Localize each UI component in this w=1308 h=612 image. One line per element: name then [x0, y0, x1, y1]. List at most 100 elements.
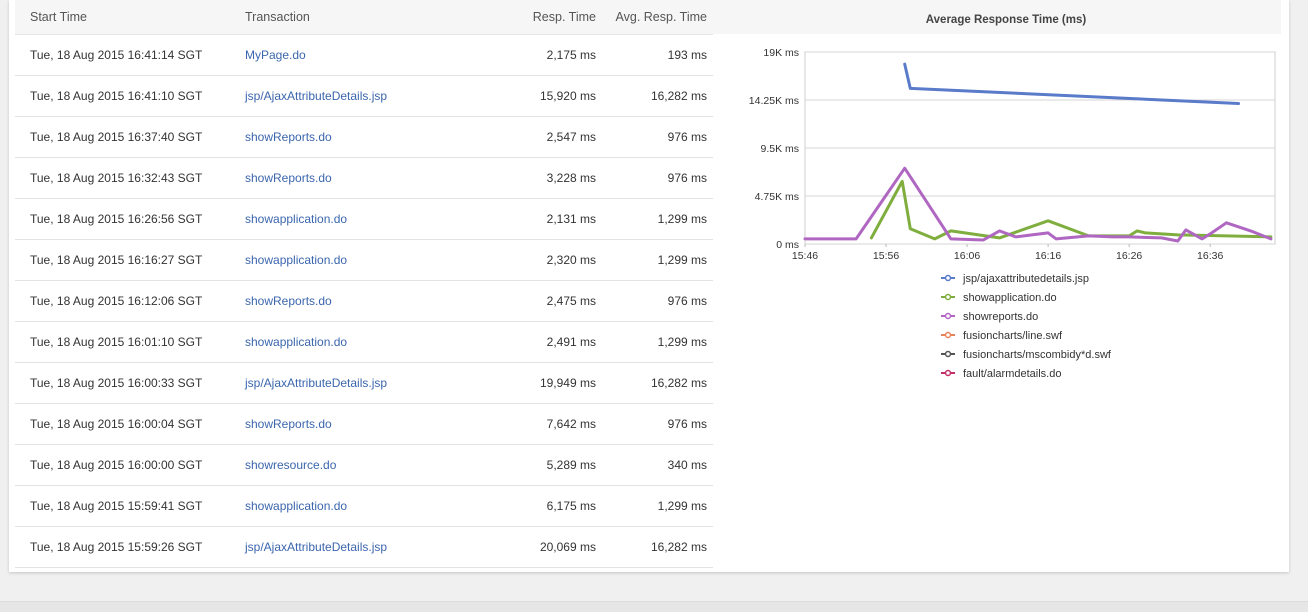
- transaction-link[interactable]: showReports.do: [245, 171, 332, 185]
- transaction-link[interactable]: showresource.do: [245, 458, 337, 472]
- resp-time-cell: 2,547 ms: [546, 130, 596, 144]
- legend-label: fusioncharts/line.swf: [963, 330, 1063, 342]
- legend-item[interactable]: fault/alarmdetails.do: [941, 368, 1061, 380]
- legend-item[interactable]: showreports.do: [941, 311, 1038, 323]
- resp-time-cell: 2,475 ms: [546, 294, 596, 308]
- bottom-strip: [0, 601, 1308, 612]
- response-time-chart: Average Response Time (ms) 19K ms 14.25K …: [749, 14, 1276, 380]
- transactions-table: Start Time Transaction Resp. Time Avg. R…: [15, 0, 713, 568]
- legend-swatch-marker: [944, 293, 952, 301]
- chart-title: Average Response Time (ms): [926, 14, 1087, 26]
- legend-label: fault/alarmdetails.do: [963, 368, 1061, 380]
- start-time-cell: Tue, 18 Aug 2015 16:00:00 SGT: [30, 458, 203, 472]
- avg-resp-time-cell: 1,299 ms: [657, 212, 707, 226]
- table-row: Tue, 18 Aug 2015 15:59:26 SGT jsp/AjaxAtt…: [15, 527, 713, 568]
- transaction-link[interactable]: jsp/AjaxAttributeDetails.jsp: [245, 540, 388, 554]
- table-row: Tue, 18 Aug 2015 16:01:10 SGT showapplica…: [15, 322, 713, 363]
- avg-resp-time-cell: 340 ms: [667, 458, 707, 472]
- table-row: Tue, 18 Aug 2015 16:00:00 SGT showresourc…: [15, 445, 713, 486]
- table-row: Tue, 18 Aug 2015 16:00:04 SGT showReports…: [15, 404, 713, 445]
- table-row: Tue, 18 Aug 2015 16:00:33 SGT jsp/AjaxAtt…: [15, 363, 713, 404]
- transaction-cell: showapplication.do: [230, 499, 480, 513]
- resp-time-cell: 3,228 ms: [546, 171, 596, 185]
- transaction-cell: showapplication.do: [230, 335, 480, 349]
- transaction-link[interactable]: jsp/AjaxAttributeDetails.jsp: [245, 89, 388, 103]
- x-tick-label: 15:56: [873, 250, 899, 262]
- transaction-cell: showReports.do: [230, 417, 480, 431]
- transaction-link[interactable]: showapplication.do: [245, 212, 348, 226]
- resp-time-cell: 6,175 ms: [546, 499, 596, 513]
- start-time-cell: Tue, 18 Aug 2015 16:12:06 SGT: [30, 294, 203, 308]
- header-transaction[interactable]: Transaction: [245, 10, 310, 24]
- y-tick-label: 9.5K ms: [760, 143, 799, 155]
- header-avg-resp-time[interactable]: Avg. Resp. Time: [615, 10, 707, 24]
- resp-time-cell: 2,175 ms: [546, 48, 596, 62]
- legend-item[interactable]: showapplication.do: [941, 292, 1057, 304]
- avg-resp-time-cell: 976 ms: [667, 294, 707, 308]
- resp-time-cell: 5,289 ms: [546, 458, 596, 472]
- series-line-2[interactable]: [803, 166, 1273, 243]
- avg-resp-time-cell: 193 ms: [667, 48, 707, 62]
- avg-resp-time-cell: 976 ms: [667, 171, 707, 185]
- x-tick-label: 16:26: [1116, 250, 1142, 262]
- resp-time-cell: 7,642 ms: [546, 417, 596, 431]
- chart-lines: [803, 62, 1273, 243]
- legend-swatch-marker: [944, 331, 952, 339]
- resp-time-cell: 2,320 ms: [546, 253, 596, 267]
- chart-legend: jsp/ajaxattributedetails.jsp showapplicat…: [941, 273, 1112, 380]
- series-line-1[interactable]: [869, 179, 1273, 241]
- table-row: Tue, 18 Aug 2015 16:16:27 SGT showapplica…: [15, 240, 713, 281]
- table-body: Tue, 18 Aug 2015 16:41:14 SGT MyPage.do 2,…: [15, 35, 713, 568]
- resp-time-cell: 2,131 ms: [546, 212, 596, 226]
- transaction-cell: showapplication.do: [230, 212, 480, 226]
- main-panel: Start Time Transaction Resp. Time Avg. R…: [9, 0, 1289, 572]
- transaction-cell: jsp/AjaxAttributeDetails.jsp: [230, 540, 480, 554]
- legend-swatch-marker: [944, 350, 952, 358]
- start-time-cell: Tue, 18 Aug 2015 16:01:10 SGT: [30, 335, 203, 349]
- y-tick-label: 4.75K ms: [755, 191, 799, 203]
- transaction-link[interactable]: showReports.do: [245, 417, 332, 431]
- resp-time-cell: 2,491 ms: [546, 335, 596, 349]
- start-time-cell: Tue, 18 Aug 2015 16:00:04 SGT: [30, 417, 203, 431]
- legend-swatch-marker: [944, 369, 952, 377]
- transaction-cell: showresource.do: [230, 458, 480, 472]
- resp-time-cell: 20,069 ms: [539, 540, 596, 554]
- start-time-cell: Tue, 18 Aug 2015 16:16:27 SGT: [30, 253, 203, 267]
- legend-item[interactable]: fusioncharts/line.swf: [941, 330, 1063, 342]
- transaction-link[interactable]: showReports.do: [245, 294, 332, 308]
- table-row: Tue, 18 Aug 2015 16:41:10 SGT jsp/AjaxAtt…: [15, 76, 713, 117]
- start-time-cell: Tue, 18 Aug 2015 16:41:14 SGT: [30, 48, 203, 62]
- table-header: Start Time Transaction Resp. Time Avg. R…: [15, 0, 713, 35]
- transaction-link[interactable]: showapplication.do: [245, 253, 348, 267]
- table-row: Tue, 18 Aug 2015 16:12:06 SGT showReports…: [15, 281, 713, 322]
- transaction-link[interactable]: showapplication.do: [245, 499, 348, 513]
- series-line-0[interactable]: [903, 62, 1240, 105]
- resp-time-cell: 19,949 ms: [539, 376, 596, 390]
- avg-resp-time-cell: 16,282 ms: [650, 376, 707, 390]
- transaction-link[interactable]: showReports.do: [245, 130, 332, 144]
- transaction-link[interactable]: jsp/AjaxAttributeDetails.jsp: [245, 376, 388, 390]
- avg-resp-time-cell: 976 ms: [667, 130, 707, 144]
- avg-resp-time-cell: 16,282 ms: [650, 89, 707, 103]
- transaction-link[interactable]: MyPage.do: [245, 48, 306, 62]
- x-tick-label: 16:16: [1035, 250, 1061, 262]
- legend-swatch-marker: [944, 274, 952, 282]
- legend-swatch-marker: [944, 312, 952, 320]
- start-time-cell: Tue, 18 Aug 2015 16:00:33 SGT: [30, 376, 203, 390]
- transaction-link[interactable]: showapplication.do: [245, 335, 348, 349]
- legend-label: showreports.do: [963, 311, 1038, 323]
- transaction-cell: MyPage.do: [230, 48, 480, 62]
- table-row: Tue, 18 Aug 2015 16:41:14 SGT MyPage.do 2,…: [15, 35, 713, 76]
- legend-item[interactable]: jsp/ajaxattributedetails.jsp: [941, 273, 1089, 285]
- avg-resp-time-cell: 1,299 ms: [657, 335, 707, 349]
- legend-item[interactable]: fusioncharts/mscombidy*d.swf: [941, 349, 1112, 361]
- header-start-time[interactable]: Start Time: [30, 10, 87, 24]
- y-tick-label: 14.25K ms: [749, 95, 799, 107]
- transaction-cell: jsp/AjaxAttributeDetails.jsp: [230, 89, 480, 103]
- transaction-cell: showReports.do: [230, 294, 480, 308]
- start-time-cell: Tue, 18 Aug 2015 15:59:41 SGT: [30, 499, 203, 513]
- x-tick-label: 15:46: [792, 250, 818, 262]
- header-resp-time[interactable]: Resp. Time: [532, 10, 596, 24]
- chart-header: [713, 0, 1281, 34]
